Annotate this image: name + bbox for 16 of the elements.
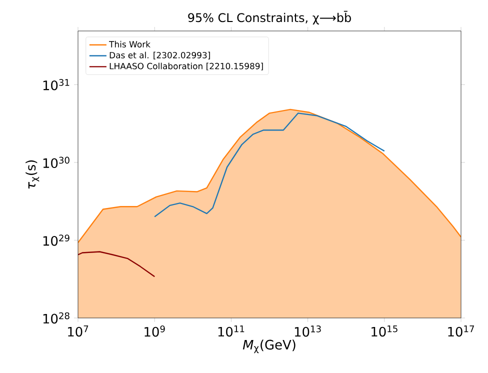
legend-label: LHAASO Collaboration [2210.15989]: [110, 62, 263, 70]
x-tick-label: 10$^{15}$: [372, 325, 398, 337]
legend-label: This Work: [109, 40, 150, 48]
y-tick-label: 10$^{29}$: [43, 234, 70, 246]
legend-label: Das et al. [2302.02993]: [110, 52, 210, 60]
x-tick-label: 10$^{7}$: [68, 325, 88, 337]
y-tick-label: 10$^{30}$: [43, 156, 70, 168]
y-tick-label: 10$^{28}$: [43, 312, 70, 324]
y-tick-label: 10$^{31}$: [43, 79, 70, 90]
x-tick-label: 10$^{13}$: [294, 325, 321, 337]
x-tick-label: 10$^{9}$: [144, 325, 165, 337]
chart-title: 95% CL Constraints, χ⟶bb̄: [188, 10, 351, 24]
x-axis-title: M$_{χ}$(GeV): [242, 340, 296, 354]
x-tick-label: 10$^{11}$: [218, 325, 244, 337]
x-tick-label: 10$^{17}$: [448, 325, 474, 337]
y-axis-title: τ$_{χ}$(s): [26, 160, 40, 189]
